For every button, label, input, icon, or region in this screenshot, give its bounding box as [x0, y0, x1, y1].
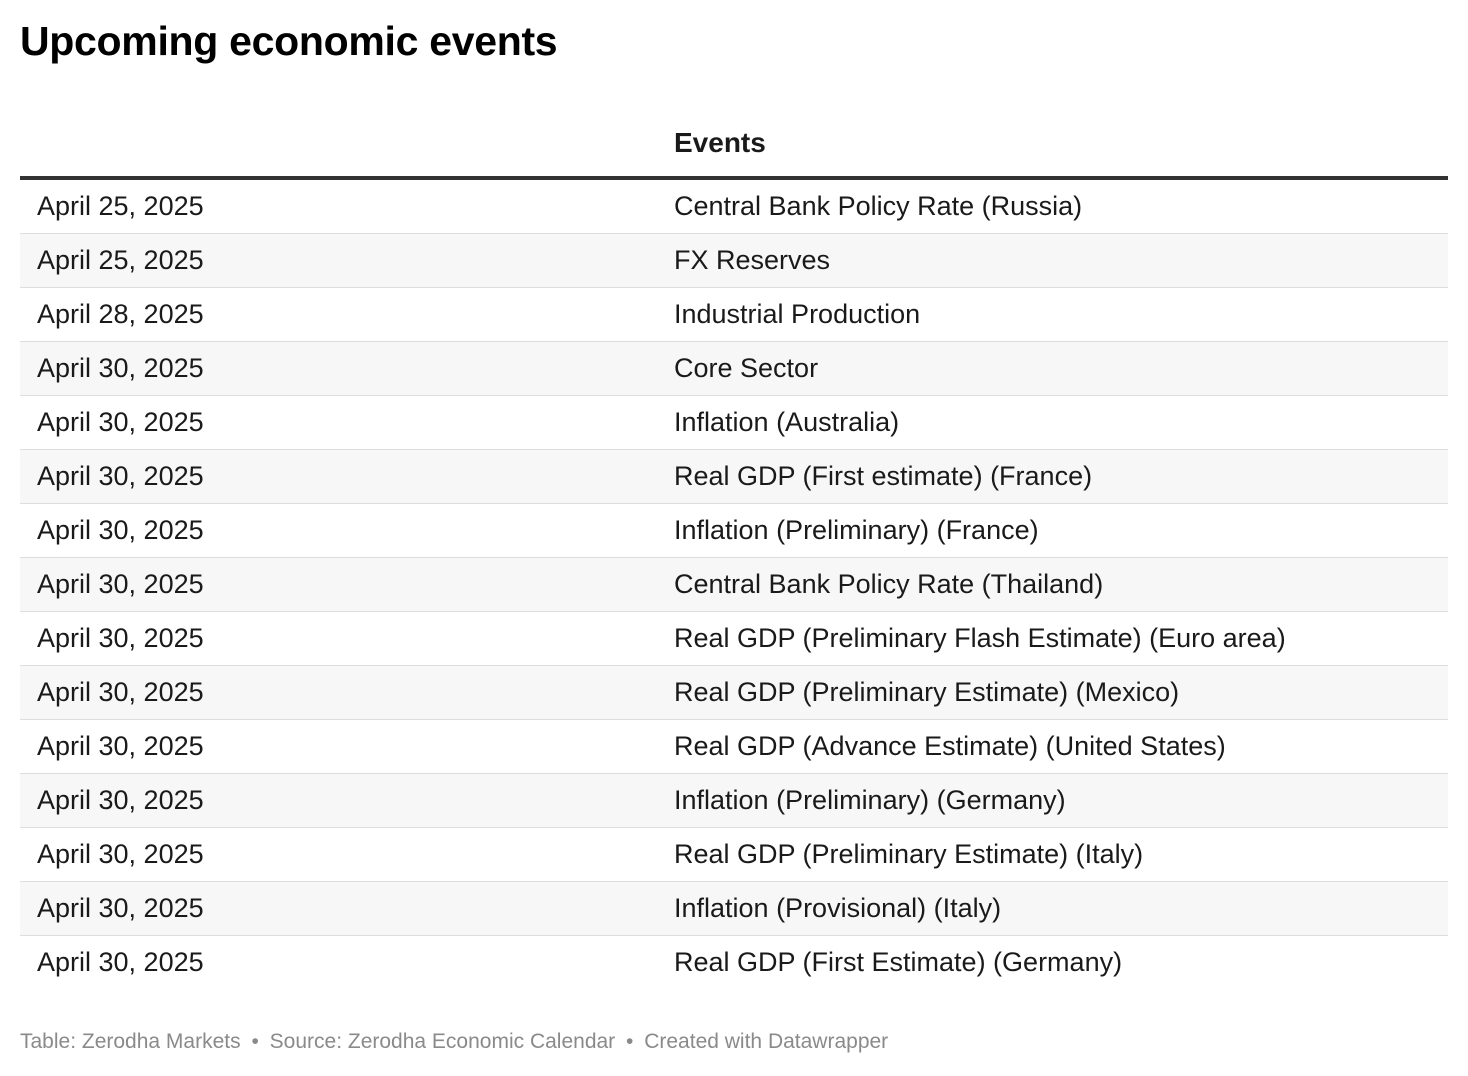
page-title: Upcoming economic events	[20, 18, 558, 64]
event-cell: Real GDP (Preliminary Flash Estimate) (E…	[657, 611, 1448, 666]
footer-separator: •	[626, 1030, 634, 1053]
event-cell: Real GDP (Preliminary Estimate) (Mexico)	[657, 665, 1448, 720]
table-row: April 30, 2025 Real GDP (Preliminary Esti…	[20, 665, 1448, 720]
event-cell: Real GDP (First estimate) (France)	[657, 449, 1448, 504]
event-cell: Central Bank Policy Rate (Thailand)	[657, 557, 1448, 612]
events-table: Events April 25, 2025 Central Bank Policy…	[20, 110, 1448, 989]
event-cell: Real GDP (Advance Estimate) (United Stat…	[657, 719, 1448, 774]
table-row: April 30, 2025 Real GDP (Preliminary Esti…	[20, 827, 1448, 882]
created-with-credit: Created with Datawrapper	[644, 1030, 889, 1053]
table-row: April 30, 2025 Real GDP (Advance Estimate…	[20, 719, 1448, 774]
event-cell: Inflation (Preliminary) (Germany)	[657, 773, 1448, 828]
event-cell: FX Reserves	[657, 233, 1448, 288]
event-cell: Central Bank Policy Rate (Russia)	[657, 178, 1448, 234]
date-cell: April 30, 2025	[20, 611, 657, 666]
event-cell: Real GDP (First Estimate) (Germany)	[674, 947, 1123, 977]
date-cell: April 25, 2025	[20, 233, 657, 288]
table-row: April 30, 2025 Inflation (Australia)	[20, 395, 1448, 450]
table-row: April 30, 2025 Core Sector	[20, 341, 1448, 396]
date-cell: April 30, 2025	[20, 503, 657, 558]
date-cell: April 25, 2025	[20, 178, 657, 234]
event-cell: Real GDP (Preliminary Estimate) (Italy)	[657, 827, 1448, 882]
column-header-events[interactable]: Events	[657, 110, 1448, 180]
table-row: April 30, 2025 Inflation (Provisional) (I…	[20, 881, 1448, 936]
table-row: April 30, 2025 Inflation (Preliminary) (F…	[20, 503, 1448, 558]
table-row: April 25, 2025 Central Bank Policy Rate (…	[20, 178, 1448, 234]
table-header: Events	[20, 110, 1448, 180]
table-body: April 25, 2025 Central Bank Policy Rate (…	[20, 178, 1448, 989]
events-table-container: Events April 25, 2025 Central Bank Policy…	[20, 110, 1448, 989]
date-cell: April 30, 2025	[20, 881, 657, 936]
date-cell: April 30, 2025	[20, 827, 657, 882]
table-credit: Table: Zerodha Markets	[20, 1030, 241, 1053]
table-row: April 30, 2025 Real GDP (First Estimate) …	[20, 936, 1448, 990]
date-cell: April 30, 2025	[20, 773, 657, 828]
table-row: April 30, 2025 Real GDP (First estimate) …	[20, 449, 1448, 504]
date-cell: April 30, 2025	[20, 719, 657, 774]
date-cell: April 28, 2025	[20, 287, 657, 342]
date-cell: April 30, 2025	[37, 947, 204, 977]
event-cell: Inflation (Australia)	[657, 395, 1448, 450]
event-cell: Inflation (Provisional) (Italy)	[657, 881, 1448, 936]
header-row: Events	[20, 110, 1448, 180]
event-cell: Industrial Production	[657, 287, 1448, 342]
date-cell: April 30, 2025	[20, 557, 657, 612]
date-cell: April 30, 2025	[20, 449, 657, 504]
footer-credits: Table: Zerodha Markets • Source: Zerodha…	[20, 1030, 888, 1054]
table-row: April 28, 2025 Industrial Production	[20, 287, 1448, 342]
table-row: April 30, 2025 Real GDP (Preliminary Flas…	[20, 611, 1448, 666]
date-cell: April 30, 2025	[20, 341, 657, 396]
event-cell: Core Sector	[657, 341, 1448, 396]
source-credit: Source: Zerodha Economic Calendar	[269, 1030, 616, 1053]
table-row: April 30, 2025 Central Bank Policy Rate (…	[20, 557, 1448, 612]
footer-separator: •	[251, 1030, 259, 1053]
date-cell: April 30, 2025	[20, 395, 657, 450]
date-cell: April 30, 2025	[20, 665, 657, 720]
column-header-date[interactable]	[20, 110, 657, 180]
table-row: April 30, 2025 Inflation (Preliminary) (G…	[20, 773, 1448, 828]
event-cell: Inflation (Preliminary) (France)	[657, 503, 1448, 558]
table-row: April 25, 2025 FX Reserves	[20, 233, 1448, 288]
